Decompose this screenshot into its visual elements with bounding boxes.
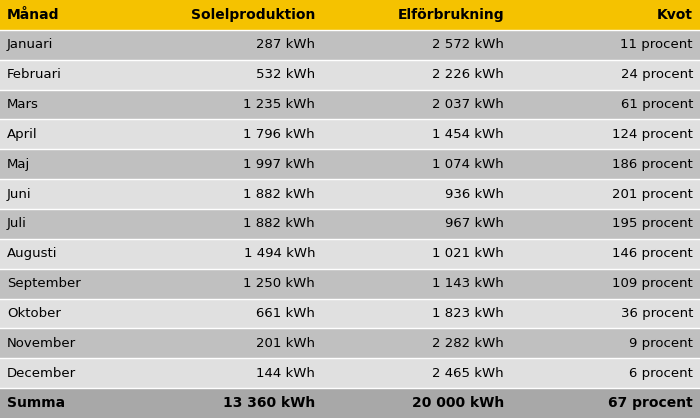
Text: 1 250 kWh: 1 250 kWh bbox=[244, 277, 315, 290]
Text: 144 kWh: 144 kWh bbox=[256, 367, 315, 380]
Text: Augusti: Augusti bbox=[7, 247, 57, 260]
Text: Juni: Juni bbox=[7, 188, 31, 201]
Text: Oktober: Oktober bbox=[7, 307, 61, 320]
Text: September: September bbox=[7, 277, 80, 290]
Text: 936 kWh: 936 kWh bbox=[445, 188, 504, 201]
Text: 1 796 kWh: 1 796 kWh bbox=[244, 128, 315, 141]
Text: Februari: Februari bbox=[7, 68, 62, 81]
Bar bbox=[0, 179, 700, 209]
Bar bbox=[0, 388, 700, 418]
Bar bbox=[0, 149, 700, 179]
Bar bbox=[0, 0, 700, 30]
Bar bbox=[0, 239, 700, 269]
Text: 201 kWh: 201 kWh bbox=[256, 337, 315, 350]
Bar bbox=[0, 60, 700, 89]
Text: Mars: Mars bbox=[7, 98, 39, 111]
Text: 11 procent: 11 procent bbox=[620, 38, 693, 51]
Text: Månad: Månad bbox=[7, 8, 60, 22]
Text: 20 000 kWh: 20 000 kWh bbox=[412, 396, 504, 410]
Text: Maj: Maj bbox=[7, 158, 30, 171]
Text: 13 360 kWh: 13 360 kWh bbox=[223, 396, 315, 410]
Bar bbox=[0, 209, 700, 239]
Bar bbox=[0, 298, 700, 329]
Text: 1 882 kWh: 1 882 kWh bbox=[244, 217, 315, 230]
Text: 6 procent: 6 procent bbox=[629, 367, 693, 380]
Text: 1 074 kWh: 1 074 kWh bbox=[433, 158, 504, 171]
Text: 532 kWh: 532 kWh bbox=[256, 68, 315, 81]
Text: 2 037 kWh: 2 037 kWh bbox=[433, 98, 504, 111]
Text: 2 465 kWh: 2 465 kWh bbox=[433, 367, 504, 380]
Text: 1 823 kWh: 1 823 kWh bbox=[433, 307, 504, 320]
Bar bbox=[0, 30, 700, 60]
Text: 201 procent: 201 procent bbox=[612, 188, 693, 201]
Text: 1 454 kWh: 1 454 kWh bbox=[433, 128, 504, 141]
Text: 287 kWh: 287 kWh bbox=[256, 38, 315, 51]
Text: 67 procent: 67 procent bbox=[608, 396, 693, 410]
Text: 2 282 kWh: 2 282 kWh bbox=[433, 337, 504, 350]
Text: Januari: Januari bbox=[7, 38, 53, 51]
Text: 1 143 kWh: 1 143 kWh bbox=[433, 277, 504, 290]
Text: 36 procent: 36 procent bbox=[621, 307, 693, 320]
Bar bbox=[0, 269, 700, 298]
Text: Elförbrukning: Elförbrukning bbox=[398, 8, 504, 22]
Text: 661 kWh: 661 kWh bbox=[256, 307, 315, 320]
Text: 967 kWh: 967 kWh bbox=[445, 217, 504, 230]
Text: Summa: Summa bbox=[7, 396, 65, 410]
Text: November: November bbox=[7, 337, 76, 350]
Bar bbox=[0, 89, 700, 120]
Bar bbox=[0, 120, 700, 149]
Text: 1 021 kWh: 1 021 kWh bbox=[433, 247, 504, 260]
Text: 186 procent: 186 procent bbox=[612, 158, 693, 171]
Text: 1 494 kWh: 1 494 kWh bbox=[244, 247, 315, 260]
Text: 124 procent: 124 procent bbox=[612, 128, 693, 141]
Text: 24 procent: 24 procent bbox=[621, 68, 693, 81]
Text: 1 882 kWh: 1 882 kWh bbox=[244, 188, 315, 201]
Bar bbox=[0, 329, 700, 358]
Bar bbox=[0, 358, 700, 388]
Text: 2 572 kWh: 2 572 kWh bbox=[432, 38, 504, 51]
Text: 2 226 kWh: 2 226 kWh bbox=[433, 68, 504, 81]
Text: 1 997 kWh: 1 997 kWh bbox=[244, 158, 315, 171]
Text: Kvot: Kvot bbox=[657, 8, 693, 22]
Text: 1 235 kWh: 1 235 kWh bbox=[243, 98, 315, 111]
Text: 61 procent: 61 procent bbox=[621, 98, 693, 111]
Text: April: April bbox=[7, 128, 38, 141]
Text: 195 procent: 195 procent bbox=[612, 217, 693, 230]
Text: December: December bbox=[7, 367, 76, 380]
Text: 146 procent: 146 procent bbox=[612, 247, 693, 260]
Text: 109 procent: 109 procent bbox=[612, 277, 693, 290]
Text: Juli: Juli bbox=[7, 217, 27, 230]
Text: 9 procent: 9 procent bbox=[629, 337, 693, 350]
Text: Solelproduktion: Solelproduktion bbox=[190, 8, 315, 22]
